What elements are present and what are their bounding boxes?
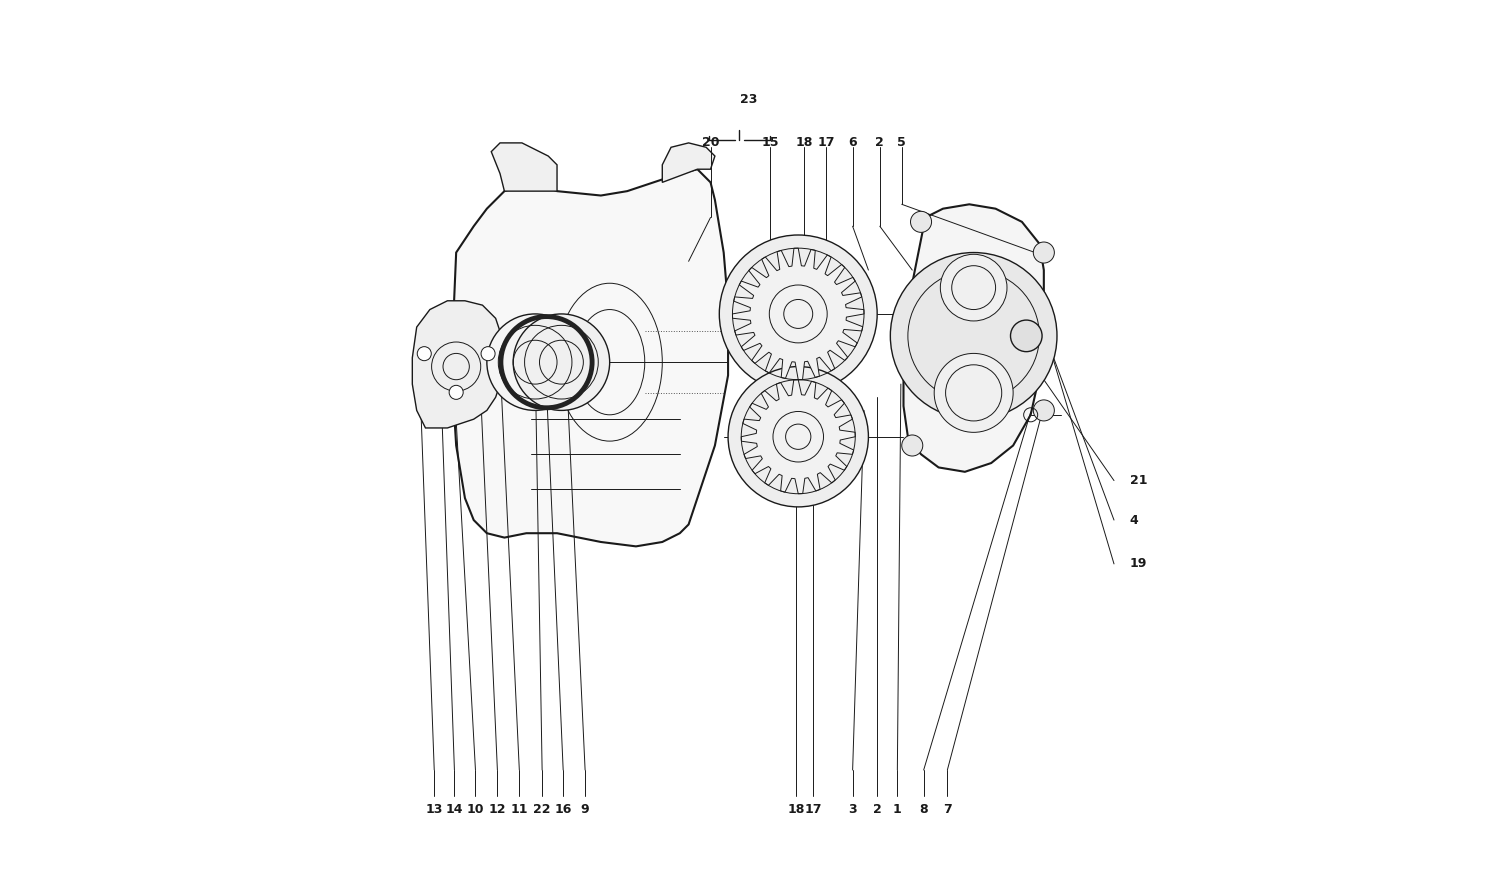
Text: 3: 3 — [849, 803, 856, 816]
Circle shape — [934, 354, 1013, 432]
Circle shape — [720, 235, 878, 393]
Circle shape — [910, 211, 932, 233]
Circle shape — [1034, 242, 1054, 263]
Text: 16: 16 — [555, 803, 572, 816]
Polygon shape — [663, 143, 716, 183]
Text: 2: 2 — [873, 803, 882, 816]
Polygon shape — [413, 301, 509, 428]
Text: 5: 5 — [897, 136, 906, 150]
Text: 11: 11 — [510, 803, 528, 816]
Text: 9: 9 — [580, 803, 590, 816]
Text: 2: 2 — [876, 136, 884, 150]
Circle shape — [728, 366, 868, 507]
Circle shape — [482, 347, 495, 361]
Text: 19: 19 — [1130, 558, 1148, 570]
Circle shape — [940, 254, 1006, 321]
Text: 17: 17 — [804, 803, 822, 816]
Circle shape — [1011, 320, 1042, 352]
Text: 6: 6 — [849, 136, 856, 150]
Circle shape — [1034, 400, 1054, 421]
Text: 17: 17 — [818, 136, 836, 150]
Text: 18: 18 — [795, 136, 813, 150]
Text: 18: 18 — [788, 803, 806, 816]
Text: 4: 4 — [1130, 513, 1138, 527]
Text: 10: 10 — [466, 803, 484, 816]
Polygon shape — [903, 204, 1044, 472]
Text: 20: 20 — [702, 136, 720, 150]
Text: 12: 12 — [489, 803, 506, 816]
Circle shape — [891, 252, 1058, 419]
Text: 1: 1 — [892, 803, 902, 816]
Circle shape — [417, 347, 432, 361]
Text: 21: 21 — [1130, 474, 1148, 487]
Circle shape — [902, 435, 922, 456]
Polygon shape — [741, 380, 855, 494]
Text: 14: 14 — [446, 803, 464, 816]
Polygon shape — [732, 249, 864, 380]
Circle shape — [513, 314, 609, 411]
Text: 8: 8 — [920, 803, 928, 816]
Text: 13: 13 — [426, 803, 442, 816]
Text: 22: 22 — [534, 803, 550, 816]
Text: 15: 15 — [762, 136, 778, 150]
Circle shape — [488, 314, 584, 411]
Text: 23: 23 — [740, 93, 758, 105]
Text: 7: 7 — [944, 803, 951, 816]
Circle shape — [448, 385, 464, 399]
Polygon shape — [452, 169, 728, 546]
Polygon shape — [492, 143, 556, 192]
